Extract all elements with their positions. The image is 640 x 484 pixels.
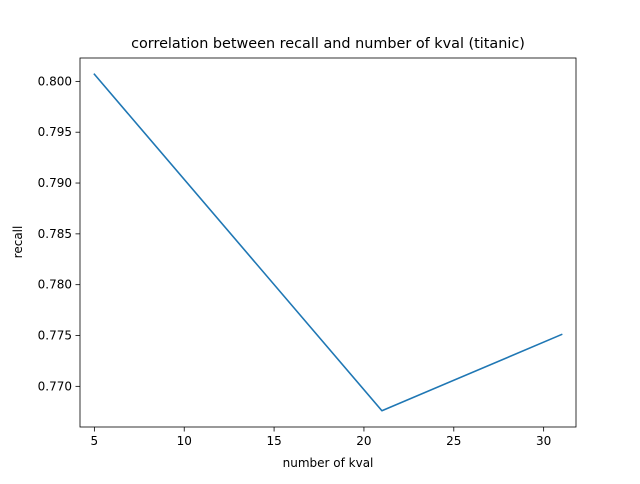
y-tick-label: 0.800 bbox=[38, 74, 72, 88]
x-tick-label: 15 bbox=[266, 434, 281, 448]
x-tick-label: 30 bbox=[536, 434, 551, 448]
y-tick-label: 0.785 bbox=[38, 227, 72, 241]
x-tick-label: 10 bbox=[177, 434, 192, 448]
y-tick-label: 0.795 bbox=[38, 125, 72, 139]
series-line bbox=[93, 73, 563, 412]
y-tick-label: 0.780 bbox=[38, 278, 72, 292]
y-axis-label: recall bbox=[11, 226, 25, 259]
y-axis-ticks: 0.770 0.775 0.780 0.785 0.790 0.795 0.800 bbox=[38, 74, 80, 393]
x-tick-label: 20 bbox=[356, 434, 371, 448]
y-tick-label: 0.790 bbox=[38, 176, 72, 190]
x-axis-label: number of kval bbox=[283, 456, 374, 470]
x-tick-label: 25 bbox=[446, 434, 461, 448]
plot-area bbox=[79, 57, 577, 428]
chart-title: correlation between recall and number of… bbox=[131, 36, 525, 52]
series-layer bbox=[93, 73, 563, 412]
y-tick-label: 0.770 bbox=[38, 379, 72, 393]
x-tick-label: 5 bbox=[91, 434, 99, 448]
x-axis-ticks: 5 10 15 20 25 30 bbox=[91, 427, 551, 448]
y-tick-label: 0.775 bbox=[38, 329, 72, 343]
